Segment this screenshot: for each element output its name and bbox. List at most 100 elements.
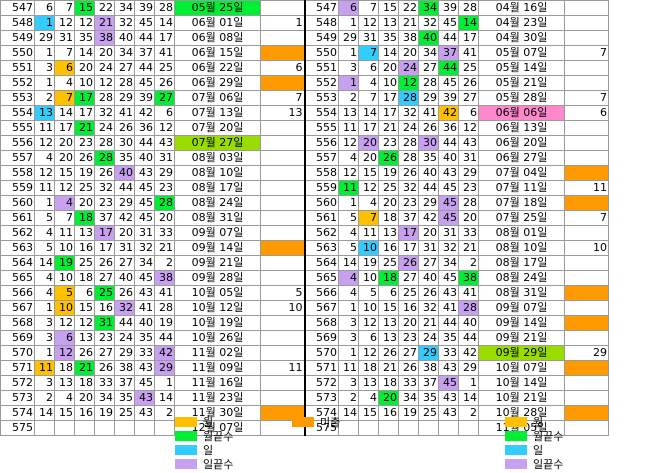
number-cell: 40 [114,270,135,286]
number-cell: 15 [378,0,399,16]
number-cell: 3 [34,330,55,346]
round-number: 556 [0,135,35,151]
number-cell: 21 [154,240,175,256]
table-row: 575 12월 07일 575 11월 05일 [0,420,609,436]
number-cell: 27 [398,270,419,286]
date-cell: 08월 31일 [174,210,261,226]
number-cell: 25 [398,285,419,301]
match-cell [564,255,609,271]
match-cell: 10 [260,300,305,316]
number-cell: 45 [438,210,459,226]
legend-item: 월끝수 [505,428,563,444]
number-cell: 18 [378,210,399,226]
match-cell [564,135,609,151]
date-cell: 07월 20일 [174,120,261,136]
table-row: 559 11 12 25 32 44 45 23 08월 17일 559 11 12 25 32 44 45 2… [0,180,609,196]
match-cell [564,150,609,166]
number-cell: 44 [438,30,459,46]
number-cell: 4 [338,270,359,286]
number-cell: 4 [54,75,75,91]
number-cell: 15 [74,0,95,16]
number-cell: 33 [154,225,175,241]
number-cell: 17 [94,225,115,241]
number-cell: 34 [114,0,135,16]
number-cell: 27 [154,90,175,106]
number-cell: 17 [358,120,379,136]
number-cell: 13 [34,105,55,121]
number-cell: 24 [94,60,115,76]
number-cell: 43 [134,405,155,421]
number-cell: 34 [418,45,439,61]
date-cell: 04월 30일 [478,30,565,46]
number-cell: 12 [54,15,75,31]
number-cell: 26 [94,360,115,376]
number-cell: 7 [54,210,75,226]
number-cell: 39 [438,0,459,16]
number-cell: 42 [418,210,439,226]
number-cell: 35 [114,150,135,166]
number-cell: 43 [154,135,175,151]
number-cell: 7 [358,210,379,226]
number-cell: 18 [54,360,75,376]
number-cell: 40 [438,150,459,166]
number-cell: 37 [418,375,439,391]
number-cell: 10 [378,75,399,91]
legend-label: 일끝수 [203,458,234,471]
number-cell: 5 [358,285,379,301]
table-row: 553 2 7 17 28 29 39 27 07월 06일 7 553 2 7 17 28 29 39 27 05… [0,90,609,106]
number-cell: 6 [54,60,75,76]
number-cell: 11 [338,180,359,196]
date-cell: 05월 14일 [478,60,565,76]
legend-swatch [505,431,527,441]
number-cell: 33 [438,345,459,361]
number-cell: 6 [74,285,95,301]
number-cell: 43 [458,135,479,151]
number-cell: 31 [418,240,439,256]
number-cell: 12 [458,120,479,136]
number-cell: 12 [34,165,55,181]
number-cell: 45 [134,375,155,391]
number-cell: 32 [94,105,115,121]
number-cell: 11 [338,360,359,376]
number-cell: 43 [134,360,155,376]
number-cell: 20 [378,195,399,211]
number-cell: 45 [438,180,459,196]
number-cell: 29 [114,90,135,106]
legend-item: 일끝수 [505,456,563,472]
number-cell: 1 [34,75,55,91]
number-cell: 37 [94,210,115,226]
number-cell: 17 [378,105,399,121]
number-cell: 18 [378,375,399,391]
match-cell [260,195,305,211]
number-cell: 13 [358,375,379,391]
number-cell: 6 [54,330,75,346]
number-cell: 13 [74,330,95,346]
number-cell: 25 [378,180,399,196]
number-cell: 44 [114,180,135,196]
number-cell: 33 [458,225,479,241]
number-cell: 14 [74,45,95,61]
round-number: 571 [303,360,339,376]
number-cell: 20 [74,195,95,211]
number-cell: 35 [378,30,399,46]
number-cell: 27 [94,270,115,286]
round-number: 558 [0,165,35,181]
date-cell: 06월 27일 [478,150,565,166]
number-cell: 5 [34,240,55,256]
number-cell: 27 [94,345,115,361]
legend-swatch [175,459,197,469]
number-cell: 20 [74,60,95,76]
table-row: 555 11 17 21 24 26 36 12 07월 20일 555 11 17 21 24 26 36 1… [0,120,609,136]
number-cell: 17 [154,30,175,46]
table-row: 563 5 10 16 17 31 32 21 09월 14일 563 5 10 16 17 31 32 21 0… [0,240,609,256]
number-cell: 17 [74,105,95,121]
number-cell: 29 [418,90,439,106]
table-row: 550 1 7 14 20 34 37 41 06월 15일 550 1 7 14 20 34 37 41 05월… [0,45,609,61]
date-cell: 07월 11일 [478,180,565,196]
number-cell: 14 [458,15,479,31]
number-cell: 45 [438,75,459,91]
number-cell: 29 [34,30,55,46]
number-cell: 17 [74,90,95,106]
match-cell [564,120,609,136]
number-cell: 30 [418,135,439,151]
